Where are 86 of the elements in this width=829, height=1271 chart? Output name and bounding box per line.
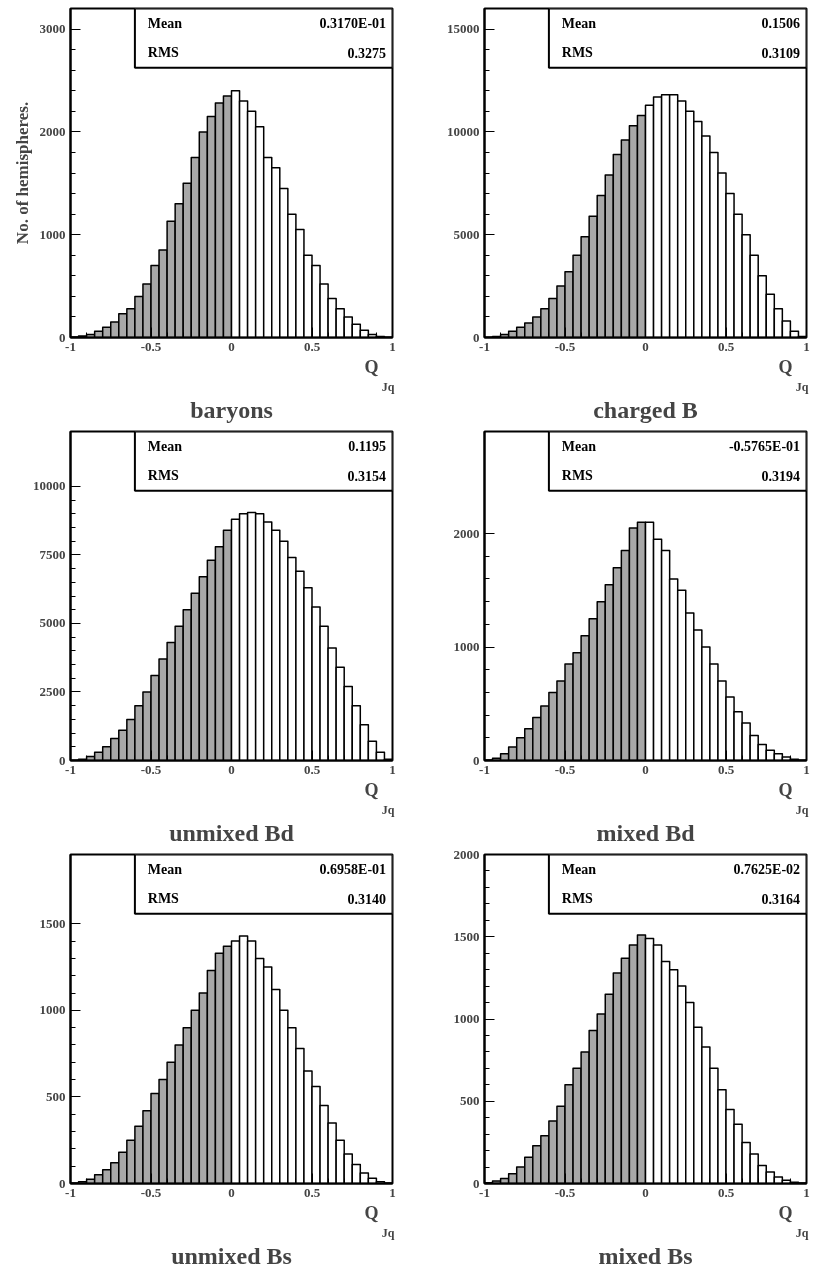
annotation: RMS	[147, 45, 180, 61]
y-tick-label: 1000	[453, 1011, 480, 1026]
x-tick-label: -1	[65, 1184, 76, 1200]
annotation: 0.3194	[761, 468, 801, 484]
y-tick-label: 7500	[39, 546, 66, 562]
x-axis-title: QJq	[364, 1202, 395, 1240]
x-tick-label: 0.5	[303, 338, 321, 354]
x-axis-title: QJq	[778, 356, 809, 394]
text: charged B	[593, 396, 698, 423]
y-tick-label: 2000	[39, 123, 66, 139]
y-tick-label: 5000	[39, 615, 66, 631]
annotation: RMS	[561, 891, 594, 907]
x-tick-label: -1	[479, 761, 490, 777]
annotation: 0.3140	[347, 891, 387, 907]
x-tick-label: -0.5	[554, 338, 576, 354]
annotation: 0.1195	[348, 439, 387, 455]
annotation: Mean	[147, 861, 183, 877]
annotation: 0.6958E-01	[319, 861, 387, 877]
annotation: Mean	[147, 438, 183, 454]
x-axis-title: QJq	[364, 356, 395, 394]
x-tick-label: -1	[479, 338, 490, 354]
annotation: Mean	[561, 15, 597, 31]
text: baryons	[190, 396, 273, 423]
x-tick-label: 0.5	[303, 761, 321, 777]
y-tick-label: 500	[46, 1088, 66, 1104]
annotation: RMS	[561, 468, 594, 484]
x-axis-title: QJq	[778, 1202, 809, 1240]
y-tick-label: 1000	[39, 226, 66, 242]
x-tick-label: -0.5	[554, 761, 576, 777]
annotation: 0.1506	[761, 16, 801, 32]
x-tick-label: -0.5	[554, 1184, 576, 1200]
x-tick-label: 1	[803, 338, 810, 354]
text: mixed Bs	[598, 1242, 693, 1269]
x-tick-label: -0.5	[140, 338, 162, 354]
x-tick-label: 0	[642, 338, 649, 354]
y-tick-label: 1000	[453, 639, 480, 655]
annotation: 0.3275	[347, 45, 387, 61]
annotation: RMS	[561, 45, 594, 61]
text: unmixed Bs	[171, 1242, 292, 1269]
x-tick-label: 0	[228, 1184, 235, 1200]
x-tick-label: 0.5	[717, 338, 735, 354]
x-axis-title: QJq	[364, 779, 395, 817]
annotation: Mean	[561, 861, 597, 877]
text: mixed Bd	[596, 819, 696, 846]
annotation: Mean	[147, 15, 183, 31]
annotation: RMS	[147, 891, 180, 907]
x-tick-label: 0	[642, 761, 649, 777]
x-tick-label: -1	[65, 338, 76, 354]
x-tick-label: 0	[642, 1184, 649, 1200]
x-tick-label: 1	[803, 1184, 810, 1200]
y-tick-label: 10000	[447, 123, 480, 139]
x-tick-label: 1	[389, 338, 396, 354]
x-tick-label: 0	[228, 761, 235, 777]
y-tick-label: 500	[460, 1093, 480, 1109]
x-tick-label: -0.5	[140, 761, 162, 777]
y-tick-label: 10000	[33, 478, 66, 494]
x-tick-label: -1	[479, 1184, 490, 1200]
x-tick-label: 1	[803, 761, 810, 777]
y-axis-title: No. of hemispheres.	[12, 101, 32, 245]
y-tick-label: 1500	[39, 915, 66, 931]
y-tick-label: 2000	[453, 525, 480, 541]
y-tick-label: 1000	[39, 1002, 66, 1018]
y-tick-label: 15000	[447, 21, 480, 37]
x-tick-label: 1	[389, 1184, 396, 1200]
y-tick-label: 2000	[453, 846, 480, 862]
annotation: -0.5765E-01	[728, 438, 801, 454]
x-tick-label: -0.5	[140, 1184, 162, 1200]
annotation: 0.7625E-02	[733, 861, 801, 877]
annotation: Mean	[561, 438, 597, 454]
x-tick-label: -1	[65, 761, 76, 777]
y-tick-label: 1500	[453, 928, 480, 944]
annotation: RMS	[147, 468, 180, 484]
x-tick-label: 0.5	[717, 1184, 735, 1200]
x-tick-label: 0.5	[717, 761, 735, 777]
annotation: 0.3164	[761, 891, 801, 907]
x-axis-title: QJq	[778, 779, 809, 817]
annotation: 0.3170E-01	[319, 15, 387, 31]
x-tick-label: 0.5	[303, 1184, 321, 1200]
y-tick-label: 3000	[39, 21, 66, 37]
annotation: 0.3154	[347, 468, 387, 484]
y-tick-label: 2500	[39, 683, 66, 699]
text: unmixed Bd	[169, 819, 295, 846]
annotation: 0.3109	[761, 45, 801, 61]
y-tick-label: 5000	[453, 226, 480, 242]
x-tick-label: 1	[389, 761, 396, 777]
x-tick-label: 0	[228, 338, 235, 354]
